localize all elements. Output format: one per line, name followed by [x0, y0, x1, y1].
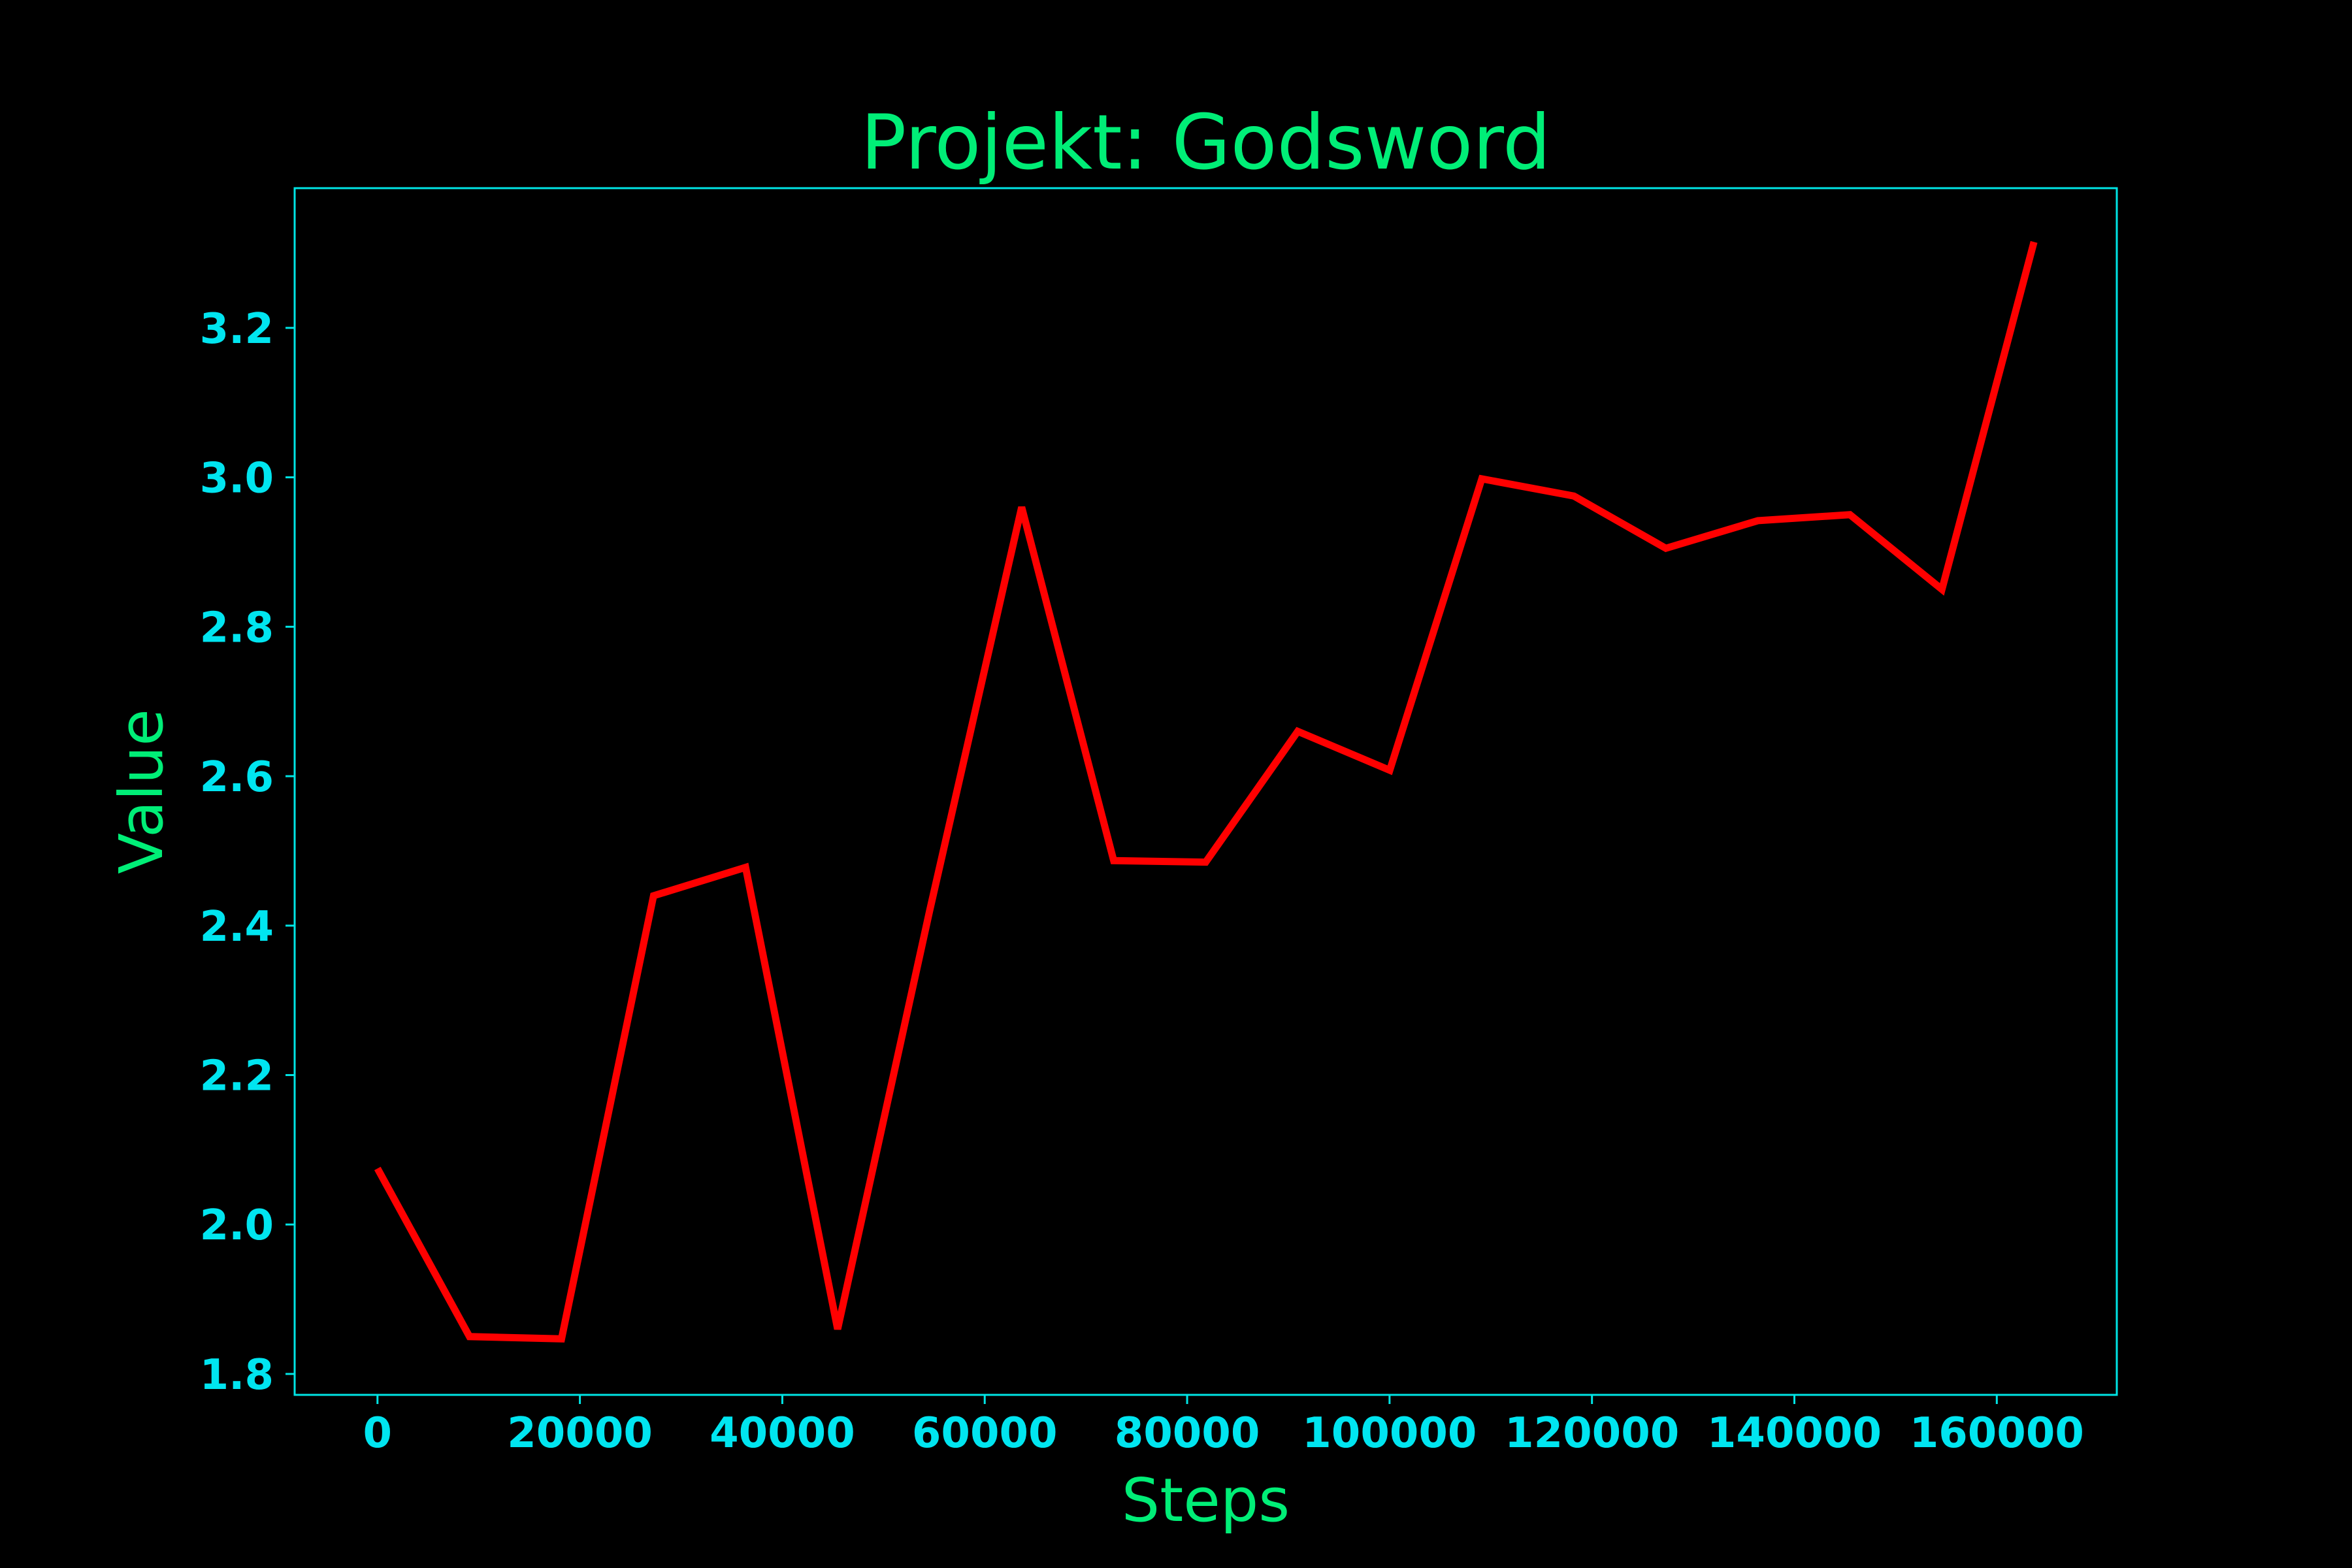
plot-area: 0 20000 40000 60000 80000 100000 120000 140000 1…: [200, 187, 2118, 1458]
series-line: [374, 240, 2038, 1343]
y-tick-label: 2.4: [200, 903, 274, 951]
x-axis-title: Steps: [1122, 1465, 1290, 1535]
y-tick-label: 2.2: [200, 1053, 274, 1101]
x-tick-label: 80000: [1115, 1409, 1260, 1458]
y-axis-title: Value: [106, 709, 176, 874]
x-tick-label: 20000: [507, 1409, 653, 1458]
plot-frame: [293, 187, 2118, 1396]
y-tick-label: 2.8: [200, 604, 274, 652]
x-tick-label: 120000: [1505, 1409, 1679, 1458]
y-tick-label: 1.8: [200, 1351, 274, 1399]
chart-title: Projekt: Godsword: [860, 99, 1550, 187]
y-tick-label: 2.6: [200, 753, 274, 802]
x-tick-label: 40000: [710, 1409, 855, 1458]
y-tick-label: 3.0: [200, 455, 274, 503]
y-tick-label: 3.2: [200, 305, 274, 353]
x-tick-label: 160000: [1910, 1409, 2084, 1458]
x-tick-label: 140000: [1707, 1409, 1882, 1458]
x-tick-label: 0: [363, 1409, 393, 1458]
x-tick-label: 100000: [1302, 1409, 1477, 1458]
x-tick-label: 60000: [912, 1409, 1058, 1458]
y-tick-label: 2.0: [200, 1201, 274, 1250]
